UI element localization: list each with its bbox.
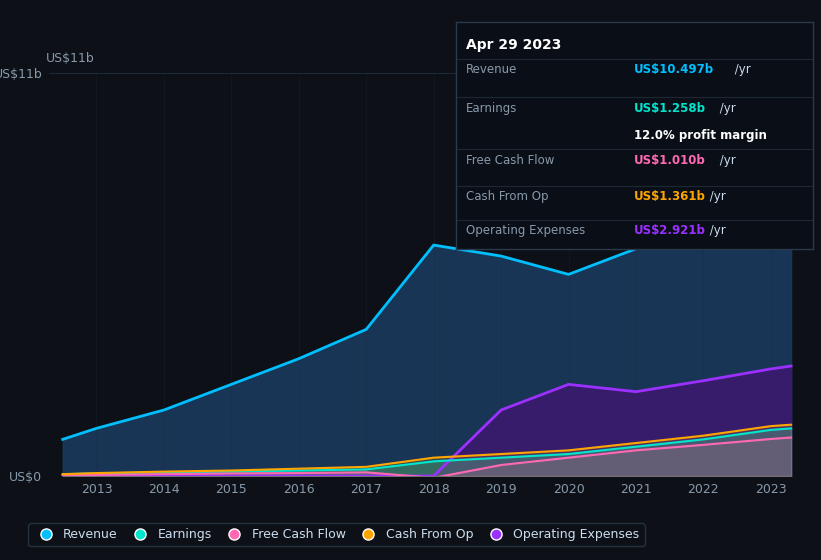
Text: /yr: /yr — [706, 224, 726, 237]
Text: Revenue: Revenue — [466, 63, 518, 76]
Legend: Revenue, Earnings, Free Cash Flow, Cash From Op, Operating Expenses: Revenue, Earnings, Free Cash Flow, Cash … — [28, 524, 644, 547]
Text: US$1.010b: US$1.010b — [635, 154, 706, 167]
Text: Earnings: Earnings — [466, 102, 518, 115]
Text: /yr: /yr — [731, 63, 750, 76]
Text: US$11b: US$11b — [45, 52, 94, 65]
Text: Free Cash Flow: Free Cash Flow — [466, 154, 555, 167]
Text: Operating Expenses: Operating Expenses — [466, 224, 585, 237]
Text: US$2.921b: US$2.921b — [635, 224, 706, 237]
Text: US$1.361b: US$1.361b — [635, 190, 706, 203]
Text: US$10.497b: US$10.497b — [635, 63, 714, 76]
Text: Apr 29 2023: Apr 29 2023 — [466, 38, 562, 52]
Text: US$1.258b: US$1.258b — [635, 102, 706, 115]
Text: Cash From Op: Cash From Op — [466, 190, 549, 203]
Text: 12.0% profit margin: 12.0% profit margin — [635, 129, 767, 142]
Text: /yr: /yr — [717, 154, 736, 167]
Text: /yr: /yr — [717, 102, 736, 115]
Text: /yr: /yr — [706, 190, 726, 203]
